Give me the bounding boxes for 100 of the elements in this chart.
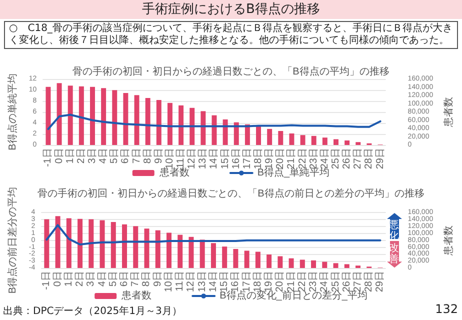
bar [46, 86, 51, 145]
bar [100, 220, 105, 268]
bar [222, 246, 228, 268]
bar [90, 86, 95, 145]
x-tick-label: 28日 [364, 148, 375, 170]
x-tick-label: 7日 [130, 271, 142, 287]
bar [88, 219, 94, 268]
x-tick-label: 23日 [308, 148, 320, 170]
x-tick-label: 22日 [296, 271, 308, 292]
bar [144, 228, 150, 268]
bar [56, 83, 62, 145]
x-tick-label: 8日 [142, 148, 154, 164]
bar [255, 252, 260, 268]
x-tick-label: 24日 [319, 148, 330, 170]
x-tick-label: 9日 [153, 148, 164, 164]
bar [112, 90, 118, 145]
bar [78, 86, 84, 145]
legend-label: 患者数 [120, 290, 152, 302]
x-tick-label: 27日 [352, 271, 364, 292]
source-note: 出典：DPCデータ（2025年1月～3月） [3, 306, 182, 318]
x-tick-label: 5日 [108, 271, 119, 287]
x-tick-label: 7日 [131, 148, 142, 164]
bar [178, 234, 183, 268]
x-tick-label: 26日 [342, 148, 353, 170]
x-tick-label: 6日 [120, 148, 132, 164]
x-tick-label: 28日 [364, 271, 375, 292]
bar [322, 138, 328, 145]
bar [188, 236, 194, 268]
x-tick-label: 16日 [230, 148, 242, 170]
bar [55, 216, 60, 268]
bar [134, 95, 140, 145]
x-tick-label: 1日 [63, 271, 74, 287]
x-tick-label: 6日 [119, 271, 130, 287]
bar [123, 93, 128, 145]
x-tick-label: 12日 [186, 148, 198, 170]
bar [322, 262, 328, 268]
x-tick-label: 13日 [196, 271, 208, 292]
bar [68, 86, 73, 145]
x-tick-label: 0日 [54, 148, 65, 164]
x-tick-label: 11日 [174, 271, 186, 292]
bar [78, 218, 83, 268]
x-tick-label: 14日 [208, 271, 219, 292]
bar [200, 111, 206, 145]
bar [267, 128, 272, 145]
x-tick-label: 29日 [374, 148, 386, 170]
x-tick-label: 3日 [86, 148, 98, 164]
bar [200, 240, 205, 268]
x-tick-label: 10日 [163, 271, 174, 292]
x-tick-label: 8日 [141, 271, 152, 287]
bar [101, 88, 106, 145]
bar [166, 232, 172, 268]
legend-label: 患者数 [158, 166, 190, 178]
bar [288, 258, 294, 268]
bar [122, 224, 128, 268]
bar [256, 126, 262, 145]
x-tick-label: 3日 [86, 271, 97, 287]
bar [210, 243, 216, 268]
bar [156, 100, 162, 145]
bar [234, 122, 239, 145]
bar [145, 98, 150, 145]
bar [178, 105, 184, 145]
bar [66, 218, 72, 268]
bar [244, 250, 250, 268]
bar [155, 230, 160, 268]
chart-title: 骨の手術の初回・初日からの経過日数ごとの、「B得点の前日との差分の平均」の推移 [38, 188, 424, 200]
x-tick-label: 29日 [374, 271, 386, 292]
x-tick-label: 15日 [220, 148, 231, 170]
y2-axis-title: 患者数 [442, 225, 454, 256]
bar [300, 135, 306, 145]
x-tick-label: 26日 [341, 271, 352, 292]
x-tick-label: 27日 [352, 148, 364, 170]
bar [278, 130, 284, 145]
x-tick-label: -1日 [42, 148, 54, 167]
x-tick-label: 15日 [219, 271, 230, 292]
x-tick-label: 25日 [330, 148, 342, 170]
y-axis-title: B得点の前日差分の平均 [6, 187, 18, 294]
bar [278, 256, 283, 268]
bar [167, 102, 172, 145]
bar [300, 260, 305, 268]
bar [190, 108, 195, 145]
bar [334, 139, 338, 145]
text: ○ C18_骨の手術の該当症例について、手術を起点にＢ得点を観察すると、手術日にＢ得点が大きく変化し、術後７日目以降、概ね安定した推移となる。他の手術についても同様の傾向であった。 [4, 21, 458, 49]
bar [356, 142, 361, 145]
text: 手術症例におけるB得点の推移 [0, 0, 462, 19]
bar [233, 248, 238, 268]
x-tick-label: 25日 [330, 271, 342, 292]
bar [44, 219, 50, 268]
bar [244, 124, 250, 145]
bar [133, 226, 138, 268]
bar [344, 140, 350, 145]
x-tick-label: 12日 [186, 271, 197, 292]
bar [222, 119, 228, 145]
x-tick-label: 5日 [109, 148, 120, 164]
x-tick-label: 4日 [96, 271, 108, 287]
x-tick-label: -1日 [41, 271, 52, 290]
bar [110, 222, 116, 268]
line-series [47, 114, 382, 130]
x-tick-label: 19日 [264, 148, 276, 170]
y2-axis-title: 患者数 [442, 97, 454, 128]
bar [311, 260, 316, 268]
